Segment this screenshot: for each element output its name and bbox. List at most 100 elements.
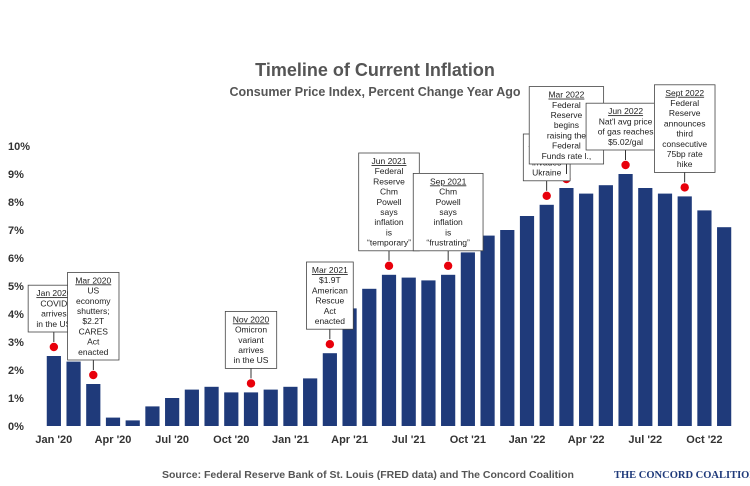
x-tick-label: Jul '21 (392, 434, 426, 446)
annotation-text: variant (238, 335, 264, 345)
annotation-text: Chm (380, 187, 398, 197)
annotation-text: Powell (376, 197, 401, 207)
y-tick-label: 3% (8, 337, 24, 349)
annotation-text: CARES (79, 326, 109, 336)
bar (204, 386, 219, 426)
bar (86, 384, 101, 426)
annotation-text: Reserve (551, 110, 583, 120)
annotation-text: $5.02/gal (608, 137, 643, 147)
bar (46, 356, 61, 426)
annotation-text: Reserve (669, 108, 701, 118)
annotation-text: hike (677, 159, 693, 169)
annotation-box (654, 84, 716, 173)
x-axis: Jan '20 Apr '20 Jul '20 Oct '20 Jan '21 Apr '… (35, 434, 722, 446)
annotation-date: Nov 2020 (233, 314, 270, 324)
bar (539, 204, 554, 426)
annotation-text: Nat'l avg price (599, 116, 653, 126)
bars (46, 174, 732, 426)
annotation-text: raising the (547, 130, 586, 140)
x-tick-label: Apr '21 (331, 434, 368, 446)
bar (322, 353, 337, 426)
event-marker (246, 379, 256, 388)
annotation-text: enacted (315, 316, 346, 326)
annotation-text: Funds rate l., (542, 151, 592, 161)
annotation-text: Federal (375, 166, 404, 176)
annotation-text: third (676, 129, 693, 139)
y-tick-label: 6% (8, 253, 24, 265)
annotation-text: inflation (433, 217, 463, 227)
annotation: Jun 2021FederalReserveChmPowellsaysinfla… (358, 152, 420, 261)
x-tick-label: Jul '20 (155, 434, 189, 446)
x-tick-label: Jan '22 (509, 434, 546, 446)
y-tick-label: 8% (8, 197, 24, 209)
y-tick-label: 9% (8, 169, 24, 181)
annotation-text: Federal (670, 98, 699, 108)
bar (342, 308, 357, 426)
annotation: Sept 2022FederalReserveannouncesthirdcon… (654, 84, 716, 183)
x-tick-label: Jan '21 (272, 434, 309, 446)
source-note: Source: Federal Reserve Bank of St. Loui… (162, 469, 574, 481)
annotation-text: is (445, 227, 451, 237)
event-marker (443, 261, 453, 270)
x-tick-label: Oct '20 (213, 434, 249, 446)
bar (263, 389, 278, 426)
annotation-text: economy (76, 296, 111, 306)
annotation-box (585, 102, 666, 151)
annotation-date: Mar 2020 (75, 275, 111, 285)
annotation-box (412, 172, 484, 252)
x-tick-label: Oct '22 (686, 434, 722, 446)
bar (638, 188, 653, 426)
annotation-text: Powell (436, 197, 461, 207)
annotation-text: begins (554, 120, 579, 130)
bar (66, 361, 81, 426)
annotation-text: arrives (238, 345, 264, 355)
brand-logo: The Concord Coalition (614, 470, 750, 481)
annotation-date: Sept 2022 (665, 88, 704, 98)
annotation-text: arrives (41, 309, 67, 319)
bar (145, 406, 160, 426)
annotation-text: is (386, 227, 392, 237)
annotation-text: consecutive (662, 139, 707, 149)
bar (165, 398, 180, 426)
y-tick-label: 2% (8, 365, 24, 377)
annotation-text: of gas reaches (598, 127, 654, 137)
bar (381, 274, 397, 426)
annotation-text: $2.2T (82, 316, 104, 326)
bar (224, 392, 239, 426)
y-tick-label: 10% (8, 141, 30, 153)
annotation-text: Chm (439, 187, 457, 197)
y-tick-label: 7% (8, 225, 24, 237)
bar (125, 420, 140, 426)
event-marker (89, 370, 98, 380)
event-marker (49, 342, 59, 352)
x-tick-label: Apr '22 (568, 434, 605, 446)
chart-title: Timeline of Current Inflation (255, 60, 495, 80)
annotation-text: says (380, 207, 397, 217)
y-tick-label: 0% (8, 421, 24, 433)
annotation-text: says (439, 207, 456, 217)
x-tick-label: Jul '22 (628, 434, 662, 446)
bar (362, 288, 377, 426)
x-tick-label: Apr '20 (95, 434, 132, 446)
bar (657, 193, 673, 426)
y-tick-label: 4% (8, 309, 24, 321)
annotation-text: COVID (40, 298, 67, 308)
bar (559, 188, 574, 426)
bar (618, 174, 633, 426)
y-tick-label: 1% (8, 393, 24, 405)
annotation-text: enacted (78, 347, 109, 357)
annotation-box (224, 310, 278, 369)
x-tick-label: Jan '20 (35, 434, 72, 446)
annotation-box (306, 261, 354, 330)
annotation-text: in the US (36, 319, 71, 329)
chart-subtitle: Consumer Price Index, Percent Change Yea… (229, 85, 520, 99)
bar (303, 378, 318, 426)
annotation-text: Ukraine (532, 168, 562, 178)
y-tick-label: 5% (8, 281, 24, 293)
bar (421, 280, 436, 426)
annotation-text: Act (324, 306, 337, 316)
bar (519, 216, 535, 426)
bar (697, 210, 712, 426)
event-marker (680, 183, 689, 192)
